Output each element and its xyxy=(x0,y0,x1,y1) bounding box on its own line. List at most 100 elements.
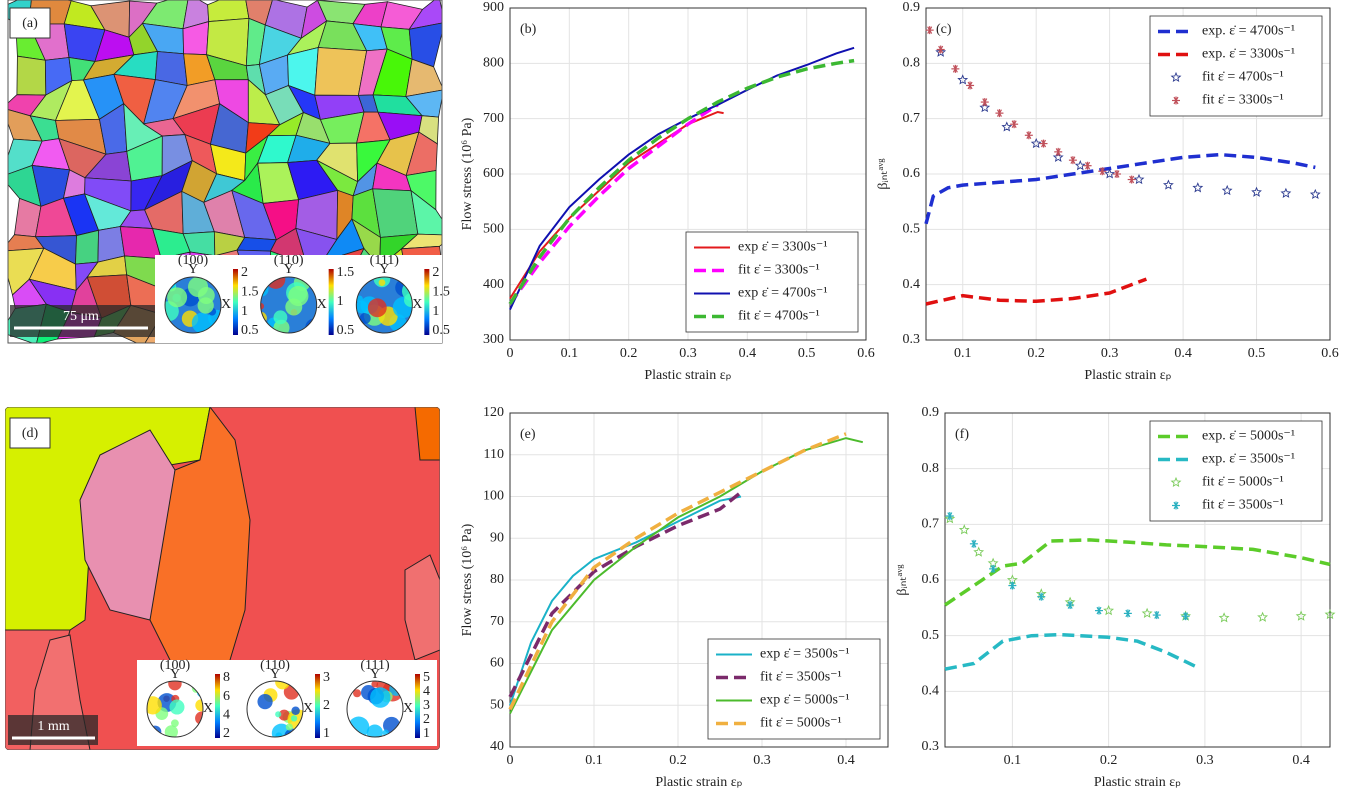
x-tick-label: 0.5 xyxy=(798,346,816,361)
y-tick-label: 400 xyxy=(483,277,504,292)
y-tick-label: 500 xyxy=(483,222,504,237)
x-tick-label: 0.2 xyxy=(1027,346,1045,361)
panel-label-box xyxy=(9,417,51,449)
pole-rim xyxy=(164,276,222,334)
pole-blob xyxy=(291,706,300,715)
pole-figure xyxy=(356,277,413,333)
colorbar-tick-label: 1.5 xyxy=(337,265,355,280)
scale-bar-label: 75 μm xyxy=(63,309,99,324)
x-tick-label: 0.1 xyxy=(954,346,972,361)
colorbar-tick-label: 2 xyxy=(323,698,330,713)
asterisk-marker xyxy=(1039,139,1048,148)
asterisk-marker xyxy=(1037,592,1046,601)
pole-rim xyxy=(246,680,304,738)
legend-label: exp. ε̇ = 4700s⁻¹ xyxy=(1202,24,1295,39)
asterisk-marker xyxy=(1066,601,1075,610)
asterisk-marker xyxy=(1054,147,1063,156)
pole-figure-title: (110) xyxy=(260,658,290,673)
pole-axis-label: Y xyxy=(284,262,294,277)
colorbar-tick-label: 1.5 xyxy=(241,285,259,300)
x-tick-label: 0.3 xyxy=(679,346,697,361)
pole-blob xyxy=(370,687,391,708)
x-tick-label: 0.3 xyxy=(1101,346,1119,361)
star-marker xyxy=(1001,121,1013,132)
colorbar xyxy=(424,269,430,335)
x-tick-label: 0.2 xyxy=(669,753,687,768)
y-tick-label: 800 xyxy=(483,56,504,71)
grain xyxy=(314,47,368,96)
colorbar-tick-label: 4 xyxy=(423,684,430,699)
pole-rim xyxy=(260,276,318,334)
pole-blob xyxy=(167,287,188,308)
colorbar-tick-label: 3 xyxy=(423,698,430,713)
y-tick-label: 0.3 xyxy=(922,739,940,754)
colorbar-tick-label: 1 xyxy=(423,726,430,741)
pole-blob xyxy=(164,725,178,737)
colorbar-tick-label: 0.5 xyxy=(241,323,259,338)
pole-blob xyxy=(353,689,362,698)
grain xyxy=(405,58,442,97)
asterisk-marker xyxy=(1172,501,1180,510)
y-tick-label: 0.9 xyxy=(922,405,940,420)
legend-label: exp ε̇ = 3300s⁻¹ xyxy=(738,240,828,255)
scale-bar-box xyxy=(8,715,98,745)
star-marker xyxy=(1309,188,1321,200)
y-tick-label: 80 xyxy=(490,572,504,587)
y-tick-label: 600 xyxy=(483,166,504,181)
x-tick-label: 0.6 xyxy=(857,346,875,361)
pole-axis-label: X xyxy=(221,297,231,312)
x-tick-label: 0.1 xyxy=(585,753,603,768)
asterisk-marker xyxy=(969,539,978,548)
grain xyxy=(410,189,442,236)
y-tick-label: 90 xyxy=(490,530,504,545)
x-tick-label: 0.2 xyxy=(620,346,638,361)
x-tick-label: 0.4 xyxy=(1292,753,1310,768)
pole-blob xyxy=(273,310,288,325)
scale-bar-label: 1 mm xyxy=(37,719,69,734)
axes-frame xyxy=(925,7,1331,341)
asterisk-marker xyxy=(1024,131,1033,140)
pole-blob xyxy=(195,699,203,712)
colorbar-tick-label: 0.5 xyxy=(432,323,450,338)
asterisk-marker xyxy=(966,81,975,90)
asterisk-marker xyxy=(1095,606,1103,615)
axes-frame xyxy=(509,412,889,748)
y-axis-label: Flow stress (10⁶ Pa) xyxy=(460,523,475,636)
star-marker xyxy=(1074,159,1086,171)
x-tick-label: 0.5 xyxy=(1248,346,1266,361)
asterisk-marker xyxy=(980,98,989,107)
asterisk-marker xyxy=(951,64,960,73)
y-tick-label: 700 xyxy=(483,111,504,126)
y-tick-label: 0.4 xyxy=(922,684,940,699)
x-axis-label: Plastic strain εₚ xyxy=(1084,368,1171,383)
y-axis-label: βᵢₙₜᵃᵛᵍ xyxy=(895,564,910,595)
legend-label: fit ε̇ = 4700s⁻¹ xyxy=(738,309,820,324)
star-marker xyxy=(973,546,985,557)
legend-label: fit ε̇ = 3500s⁻¹ xyxy=(1202,498,1284,513)
pole-blob xyxy=(371,681,379,688)
colorbar xyxy=(415,674,420,738)
colorbar-tick-label: 8 xyxy=(223,670,230,685)
star-marker xyxy=(1221,184,1233,196)
pole-blob xyxy=(373,277,391,288)
asterisk-marker xyxy=(1127,175,1136,184)
star-marker xyxy=(1218,612,1230,623)
star-marker xyxy=(1162,179,1174,190)
legend-label: fit ε̇ = 5000s⁻¹ xyxy=(760,716,842,731)
colorbar-tick-label: 1 xyxy=(337,294,344,309)
series-line xyxy=(509,495,742,706)
legend-label: exp ε̇ = 4700s⁻¹ xyxy=(738,286,828,301)
y-tick-label: 70 xyxy=(490,614,504,629)
y-tick-label: 0.7 xyxy=(922,517,940,532)
y-axis-label: Flow stress (10⁶ Pa) xyxy=(460,117,475,230)
series-line xyxy=(509,110,724,300)
layer: (a)75 μm(100)YX21.510.5(110)YX1.510.5(11… xyxy=(7,0,1339,790)
pole-blob xyxy=(278,709,290,721)
grain xyxy=(16,55,47,96)
y-tick-label: 110 xyxy=(484,447,504,462)
asterisk-marker xyxy=(1010,120,1019,129)
micrograph-d xyxy=(5,407,440,750)
pole-rim xyxy=(346,680,404,738)
asterisk-marker xyxy=(1112,170,1121,178)
